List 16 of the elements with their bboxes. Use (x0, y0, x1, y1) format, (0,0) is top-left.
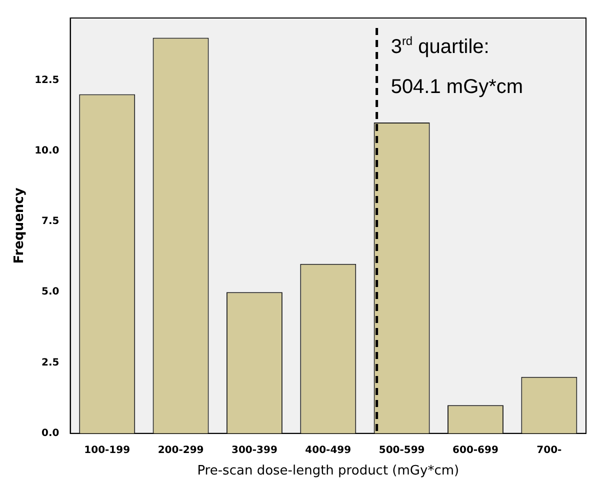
y-tick-label: 12.5 (34, 74, 60, 86)
y-tick-label: 0.0 (42, 428, 60, 439)
y-tick-label: 10.0 (34, 145, 60, 156)
x-tick-label: 500-599 (378, 444, 425, 456)
x-tick-label: 300-399 (232, 444, 278, 456)
x-axis-title: Pre-scan dose-length product (mGy*cm) (197, 464, 460, 479)
y-tick-label: 7.5 (42, 216, 60, 228)
x-tick-label: 600-699 (452, 444, 498, 456)
x-tick-label: 200-299 (158, 444, 204, 456)
x-tick-label: 700- (536, 444, 562, 456)
annotation: 504.1 mGy*cm (390, 76, 524, 98)
x-tick-label: 400-499 (305, 444, 352, 456)
y-tick-label: 5.0 (42, 286, 60, 298)
y-tick-label: 2.5 (42, 357, 60, 368)
x-tick-label: 100-199 (84, 444, 130, 456)
y-axis-title: Frequency (12, 187, 28, 264)
